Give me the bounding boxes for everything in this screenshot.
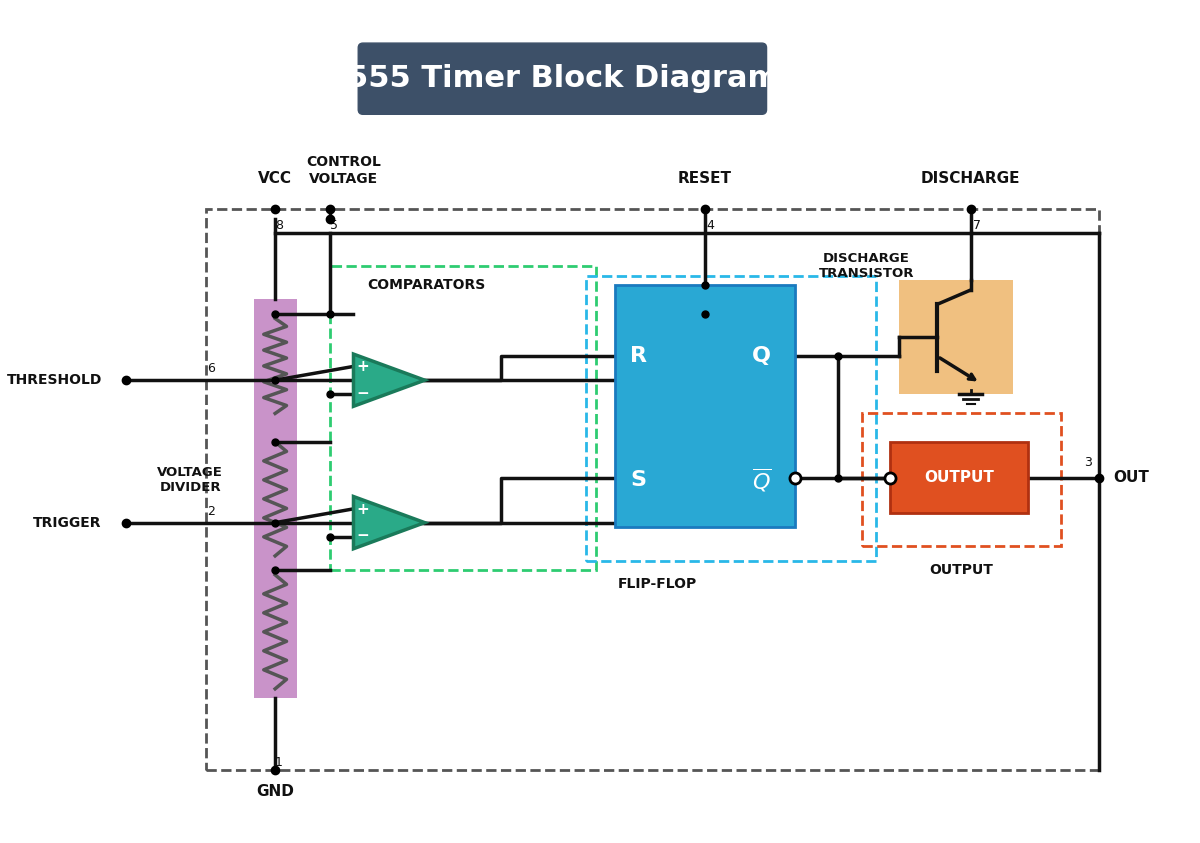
Text: +: + <box>356 502 370 517</box>
Text: OUT: OUT <box>1114 470 1150 485</box>
Text: THRESHOLD: THRESHOLD <box>6 373 102 387</box>
Text: VOLTAGE
DIVIDER: VOLTAGE DIVIDER <box>157 466 223 494</box>
Bar <box>890 442 1027 513</box>
Text: −: − <box>356 529 370 544</box>
Text: 6: 6 <box>208 362 215 375</box>
Text: RESET: RESET <box>678 170 732 185</box>
FancyBboxPatch shape <box>359 43 767 115</box>
Text: $\overline{Q}$: $\overline{Q}$ <box>752 466 772 493</box>
Text: R: R <box>630 346 647 367</box>
Text: 3: 3 <box>1085 455 1092 469</box>
Text: 8: 8 <box>275 219 283 232</box>
Text: FLIP-FLOP: FLIP-FLOP <box>618 577 697 591</box>
Text: 1: 1 <box>275 755 283 769</box>
Text: CONTROL
VOLTAGE: CONTROL VOLTAGE <box>306 155 382 185</box>
Text: 5: 5 <box>330 219 337 232</box>
Text: 555 Timer Block Diagram: 555 Timer Block Diagram <box>347 64 780 94</box>
Text: DISCHARGE
TRANSISTOR: DISCHARGE TRANSISTOR <box>818 252 914 280</box>
Text: S: S <box>630 470 647 490</box>
Text: DISCHARGE: DISCHARGE <box>920 170 1020 185</box>
Text: TRIGGER: TRIGGER <box>34 516 102 529</box>
Text: +: + <box>356 359 370 374</box>
Bar <box>900 281 1014 395</box>
Text: OUTPUT: OUTPUT <box>929 563 994 577</box>
Text: GND: GND <box>257 784 294 799</box>
Bar <box>614 285 796 528</box>
Polygon shape <box>354 354 425 406</box>
Text: −: − <box>356 386 370 401</box>
Bar <box>253 299 296 698</box>
Text: VCC: VCC <box>258 170 292 185</box>
Text: 4: 4 <box>707 219 715 232</box>
Text: OUTPUT: OUTPUT <box>924 470 994 485</box>
Text: 2: 2 <box>208 505 215 518</box>
Polygon shape <box>354 497 425 549</box>
Text: COMPARATORS: COMPARATORS <box>367 278 486 293</box>
Text: Q: Q <box>752 346 772 367</box>
Text: 7: 7 <box>973 219 980 232</box>
